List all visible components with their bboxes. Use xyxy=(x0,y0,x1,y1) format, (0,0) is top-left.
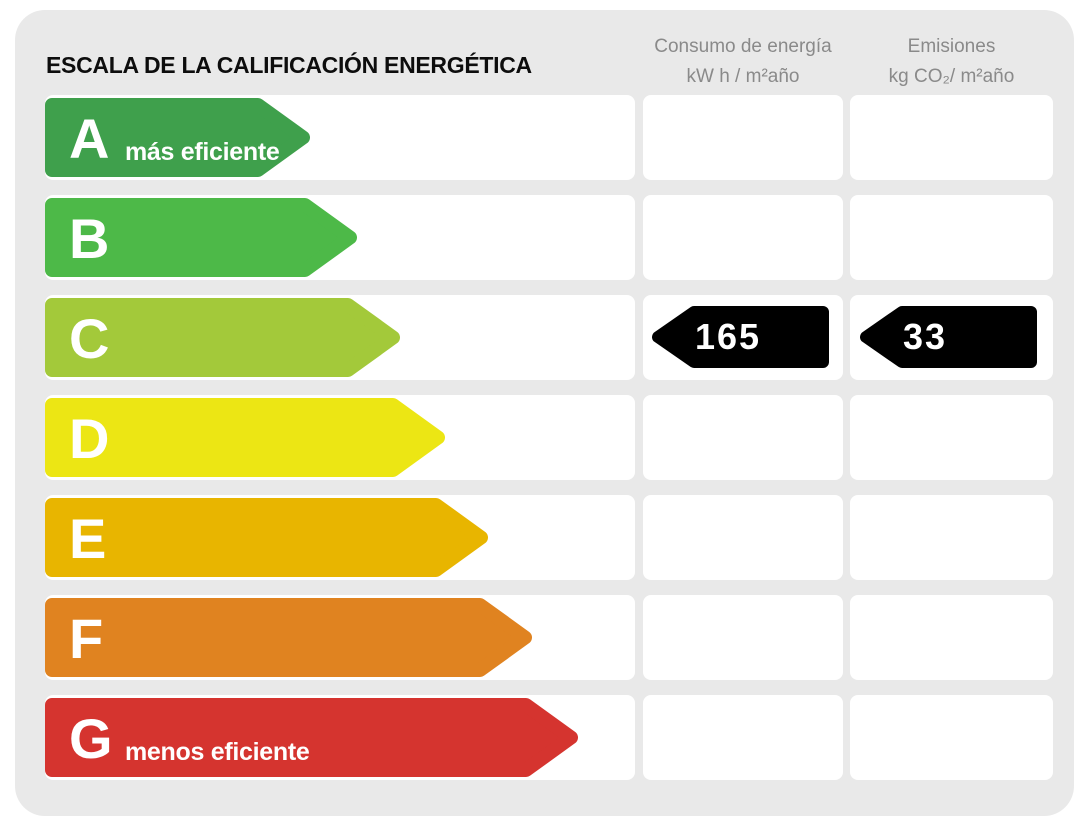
consumption-column-header: Consumo de energía kW h / m²año xyxy=(643,32,843,92)
rating-letter: F xyxy=(69,607,104,670)
rating-row-e: E xyxy=(45,495,1053,580)
emissions-column-header: Emisiones kg CO₂/ m²año xyxy=(850,32,1053,92)
emissions-cell xyxy=(850,95,1053,180)
rating-letter: A xyxy=(69,107,110,170)
energy-rating-panel: ESCALA DE LA CALIFICACIÓN ENERGÉTICA Con… xyxy=(15,10,1074,816)
scale-cell: B xyxy=(45,195,635,280)
rating-row-f: F xyxy=(45,595,1053,680)
consumption-cell: 165 xyxy=(643,295,843,380)
rating-letter: G xyxy=(69,707,113,770)
scale-cell: C xyxy=(45,295,635,380)
consumption-cell xyxy=(643,495,843,580)
consumption-value: 165 xyxy=(695,316,762,357)
page-title: ESCALA DE LA CALIFICACIÓN ENERGÉTICA xyxy=(46,52,532,78)
rating-arrow xyxy=(45,598,532,677)
least-efficient-label: menos eficiente xyxy=(125,738,310,766)
rating-letter: B xyxy=(69,207,110,270)
consumption-header-line1: Consumo de energía xyxy=(654,36,832,57)
consumption-cell xyxy=(643,595,843,680)
scale-cell: D xyxy=(45,395,635,480)
scale-cell: F xyxy=(45,595,635,680)
emissions-value: 33 xyxy=(903,316,948,357)
emissions-cell xyxy=(850,195,1053,280)
rating-arrow xyxy=(45,298,400,377)
rating-row-g: G menos eficiente xyxy=(45,695,1053,780)
rating-row-c: C 165 33 xyxy=(45,295,1053,380)
emissions-cell xyxy=(850,695,1053,780)
consumption-cell xyxy=(643,395,843,480)
scale-cell: G menos eficiente xyxy=(45,695,635,780)
consumption-value-arrow xyxy=(652,306,829,368)
rating-arrow xyxy=(45,398,445,477)
emissions-cell xyxy=(850,395,1053,480)
scale-cell: E xyxy=(45,495,635,580)
emissions-header-unit: kg CO₂/ m²año xyxy=(888,66,1015,87)
rating-arrow xyxy=(45,98,310,177)
rating-row-b: B xyxy=(45,195,1053,280)
rating-arrow xyxy=(45,698,578,777)
consumption-cell xyxy=(643,95,843,180)
rating-row-a: A más eficiente xyxy=(45,95,1053,180)
consumption-cell xyxy=(643,695,843,780)
rating-letter: C xyxy=(69,307,110,370)
rating-letter: D xyxy=(69,407,110,470)
consumption-header-unit: kW h / m²año xyxy=(686,66,800,87)
consumption-cell xyxy=(643,195,843,280)
emissions-header-line1: Emisiones xyxy=(907,36,996,57)
scale-cell: A más eficiente xyxy=(45,95,635,180)
emissions-cell: 33 xyxy=(850,295,1053,380)
most-efficient-label: más eficiente xyxy=(125,138,280,166)
emissions-value-arrow xyxy=(860,306,1037,368)
rating-letter: E xyxy=(69,507,107,570)
emissions-cell xyxy=(850,595,1053,680)
rating-arrow xyxy=(45,198,357,277)
emissions-cell xyxy=(850,495,1053,580)
rating-row-d: D xyxy=(45,395,1053,480)
rating-arrow xyxy=(45,498,488,577)
